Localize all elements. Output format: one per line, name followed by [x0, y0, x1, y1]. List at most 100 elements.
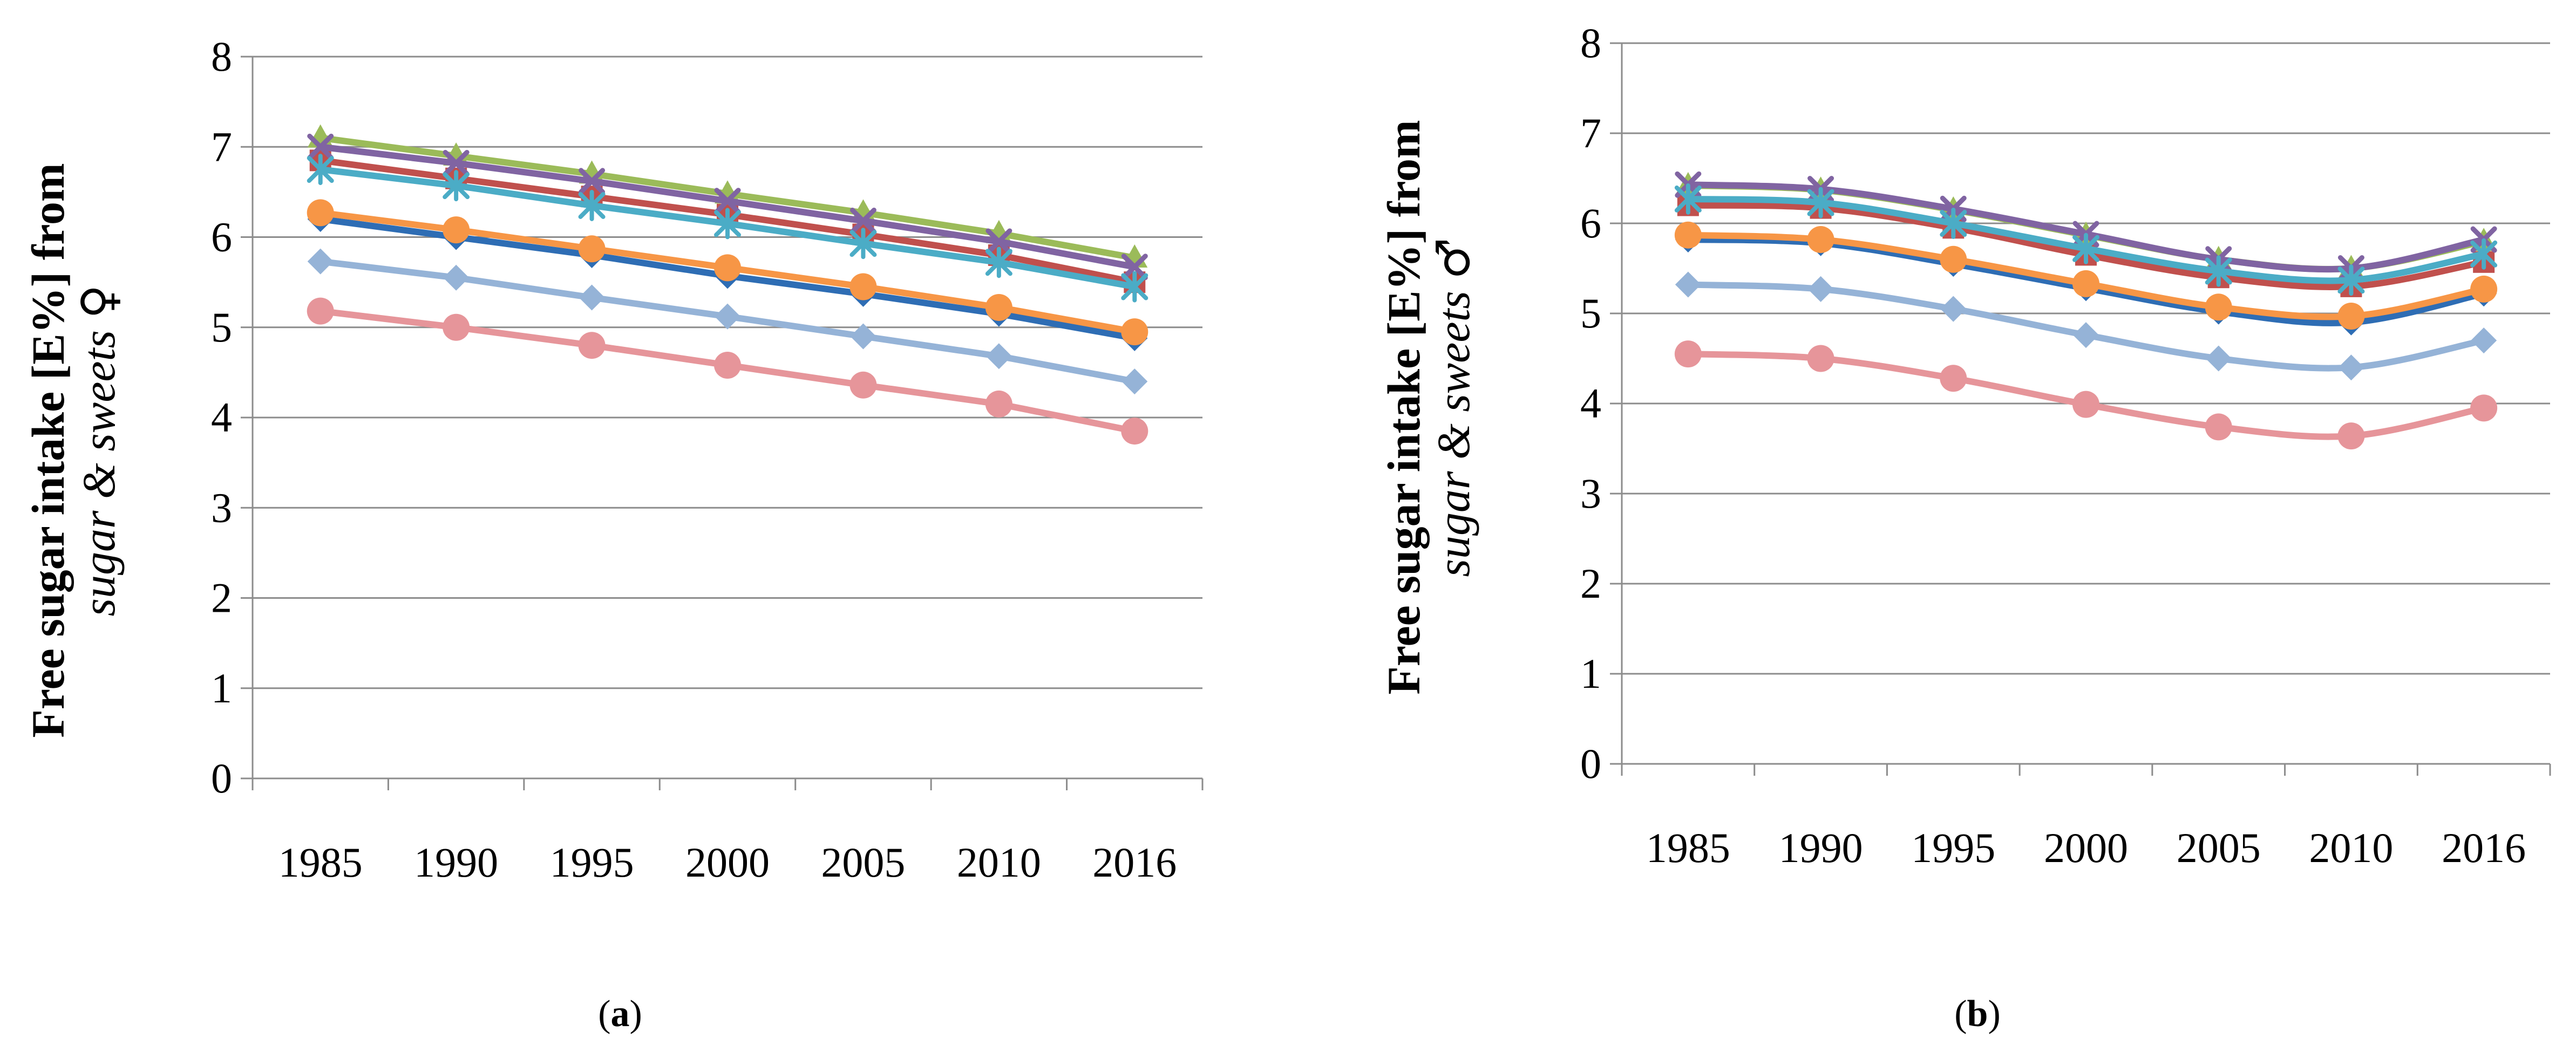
data-point [849, 273, 877, 300]
series [1674, 183, 2498, 296]
x-tick-labels: 1985 1990 1995 2000 2005 2010 2016 [1646, 824, 2526, 871]
data-point [1674, 221, 1702, 249]
data-point [2470, 275, 2498, 303]
y-axis-label: Free sugar intake [E%] from [22, 163, 74, 737]
data-point [985, 293, 1012, 321]
y-tick-label: 5 [1580, 290, 1601, 337]
data-point [2337, 264, 2365, 296]
caption-close-paren: ) [630, 993, 642, 1035]
series [307, 297, 1148, 445]
caption-close-paren: ) [1988, 993, 2000, 1035]
data-point [1675, 271, 1701, 298]
x-tick-label: 2005 [2177, 824, 2261, 871]
data-point [2205, 413, 2232, 441]
data-point [1121, 318, 1148, 346]
data-point [1807, 226, 1834, 254]
x-tick-label: 2010 [957, 839, 1041, 886]
y-axis-label-italic: sugar & sweets [1428, 291, 1479, 577]
caption-open-paren: ( [598, 993, 610, 1035]
data-point [1940, 208, 1967, 239]
x-tick-label: 2005 [821, 839, 905, 886]
series-group [1674, 171, 2498, 450]
data-point [1807, 345, 1834, 372]
data-point [307, 199, 334, 227]
x-tick-label: 1995 [1911, 824, 1995, 871]
data-point [2337, 303, 2365, 330]
data-point [2470, 394, 2498, 422]
data-point [578, 332, 606, 359]
data-point [1940, 296, 1967, 322]
data-point [714, 188, 741, 215]
data-point [1807, 276, 1834, 302]
panel-caption: (b) [1954, 993, 2001, 1035]
data-point [2205, 345, 2232, 372]
data-point [985, 247, 1012, 278]
y-tick-label: 4 [1580, 380, 1601, 427]
data-point [443, 313, 470, 341]
y-tick-labels: 0 1 2 3 4 5 6 7 8 [1580, 19, 1601, 787]
female-symbol-icon: ♀ [72, 285, 126, 319]
data-point [579, 168, 606, 195]
panel-caption: (a) [598, 993, 642, 1035]
data-point [307, 248, 334, 275]
data-point [2470, 238, 2498, 270]
data-point [1121, 418, 1148, 445]
x-tick-label: 2000 [685, 839, 770, 886]
x-tick-label: 1990 [414, 839, 498, 886]
x-tick-label: 2016 [1092, 839, 1177, 886]
data-point [579, 284, 605, 311]
data-point [307, 297, 334, 325]
y-tick-label: 8 [211, 33, 232, 80]
series [307, 133, 1148, 281]
data-point [443, 264, 470, 291]
y-tick-label: 0 [1580, 740, 1601, 787]
data-point [2338, 354, 2364, 381]
y-axis-label-line2: sugar & sweets ♀ [72, 285, 126, 617]
data-point [714, 254, 741, 282]
data-point [578, 235, 606, 263]
axes [1610, 42, 2551, 776]
x-tick-label: 1985 [1646, 824, 1730, 871]
data-point [1940, 245, 1967, 273]
data-point [1121, 254, 1148, 281]
data-point [849, 228, 877, 259]
data-point [1674, 183, 1702, 215]
data-point [443, 170, 470, 202]
data-point [849, 207, 876, 234]
x-tick-label: 1995 [550, 839, 634, 886]
data-point [1121, 271, 1148, 303]
y-axis-label: Free sugar intake [E%] from [1378, 120, 1430, 694]
caption-open-paren: ( [1954, 993, 1967, 1035]
data-point [2471, 327, 2497, 354]
series [1674, 340, 2498, 450]
male-symbol-icon: ♂ [1426, 238, 1480, 279]
data-point [307, 133, 334, 160]
series-group [307, 124, 1148, 445]
x-tick-label: 2000 [2044, 824, 2128, 871]
caption-letter: b [1967, 993, 1988, 1035]
y-tick-label: 6 [1580, 200, 1601, 247]
y-tick-label: 3 [211, 484, 232, 531]
y-tick-label: 4 [211, 394, 232, 441]
x-tick-label: 1985 [278, 839, 363, 886]
y-tick-label: 7 [211, 123, 232, 170]
y-tick-label: 2 [1580, 560, 1601, 607]
data-point [443, 149, 470, 176]
series [1674, 221, 2498, 330]
series [1675, 271, 2497, 381]
data-point [1122, 368, 1148, 395]
y-tick-label: 8 [1580, 19, 1601, 66]
data-point [2337, 422, 2365, 450]
x-tick-label: 2010 [2309, 824, 2393, 871]
y-axis-label-line2: sugar & sweets ♂ [1426, 238, 1480, 577]
series [307, 199, 1148, 346]
x-tick-label: 2016 [2442, 824, 2526, 871]
data-point [985, 343, 1012, 370]
data-point [443, 216, 470, 244]
y-tick-label: 6 [211, 214, 232, 261]
data-point [850, 323, 876, 350]
y-tick-label: 2 [211, 575, 232, 621]
data-point [2205, 293, 2232, 321]
y-tick-label: 0 [211, 755, 232, 802]
